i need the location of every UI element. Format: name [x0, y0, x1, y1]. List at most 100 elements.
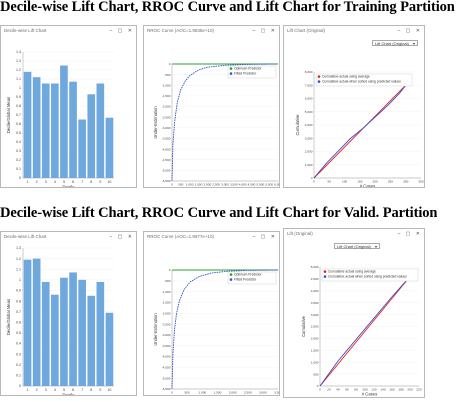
bar: [23, 71, 32, 178]
x-tick-label: 5: [63, 180, 65, 184]
series-line: [171, 269, 279, 390]
y-tick-label: 500: [313, 372, 318, 376]
validation-rroc-window[interactable]: RROC Curve (AOC=1.8977e+10) – ▢ ✕ 0 -500 -…: [143, 231, 280, 396]
legend-marker: [323, 275, 327, 278]
validation-lift-window[interactable]: Lift (Original) – ▢ ✕ Lift Chart (Origin…: [283, 228, 425, 398]
y-tick-label: -1,500: [162, 94, 171, 98]
y-axis-label: Under-Estimation: [153, 106, 158, 139]
bar: [87, 295, 96, 386]
x-tick-label: 7: [81, 180, 83, 184]
window-controls[interactable]: – ▢ ✕: [252, 28, 277, 34]
dropdown-value: Lift Chart (Original): [337, 244, 371, 249]
y-tick-label: 4,000: [305, 123, 313, 127]
y-tick-label: 0.6: [16, 122, 21, 126]
bar: [69, 81, 77, 178]
y-tick-label: -3,000: [162, 333, 171, 337]
y-tick-label: 0: [19, 176, 21, 180]
x-tick-label: 3,000: [221, 183, 229, 187]
heading-validation: Decile-wise Lift Chart, RROC Curve and L…: [0, 205, 438, 221]
y-axis-label: Cumulative: [301, 315, 306, 337]
x-tick-label: 2,500: [212, 183, 220, 187]
chevron-down-icon: ▾: [374, 244, 377, 249]
y-tick-label: 1.2: [16, 68, 21, 72]
x-tick-label: 4,500: [248, 183, 256, 187]
dropdown-value: Lift Chart (Original): [375, 41, 409, 46]
x-tick-label: 250: [388, 180, 393, 184]
chart-type-dropdown[interactable]: Lift Chart (Original) ▾: [334, 243, 380, 249]
training-rroc-window[interactable]: RROC Curve (AOC=1.9835e+10) – ▢ ✕ 0 -500 -…: [143, 25, 280, 188]
y-tick-label: 0: [19, 384, 21, 388]
window-controls[interactable]: – ▢ ✕: [109, 28, 134, 34]
y-tick-label: 2,000: [305, 150, 313, 154]
y-tick-label: 0.4: [16, 140, 21, 144]
y-tick-label: -2,500: [162, 322, 171, 326]
y-tick-label: 4,500: [311, 277, 319, 281]
x-tick-label: 4: [54, 388, 56, 392]
window-controls[interactable]: – ▢ ✕: [397, 28, 422, 34]
x-tick-label: 10: [107, 388, 111, 392]
legend-marker: [317, 75, 321, 78]
chart-type-dropdown[interactable]: Lift Chart (Original) ▾: [372, 40, 418, 46]
x-tick-label: 500: [178, 183, 183, 187]
y-tick-label: -2,500: [162, 115, 171, 119]
bar: [69, 272, 77, 386]
x-tick-label: 220: [416, 388, 421, 392]
bar: [23, 259, 32, 386]
y-tick-label: 0.2: [16, 363, 21, 367]
window-controls[interactable]: – ▢ ✕: [397, 231, 422, 237]
x-tick-label: 1: [27, 180, 29, 184]
bar: [105, 312, 114, 386]
training-decile-chart: 0 0.1 0.2 0.3 0.4 0.5 0.6 0.7 0.8 0.9 1 1.1 1.2 1.3 1.…: [6, 50, 114, 189]
y-tick-label: 0.4: [16, 342, 21, 346]
y-tick-label: -3,000: [162, 126, 171, 130]
legend-marker: [229, 72, 233, 75]
y-axis-label: Under-Estimation: [153, 313, 158, 346]
y-tick-label: 0.1: [16, 167, 21, 171]
heading-training: Decile-wise Lift Chart, RROC Curve and L…: [0, 0, 455, 15]
x-axis-label: Decile: [62, 185, 75, 189]
legend-box: [321, 268, 419, 282]
y-tick-label: 5,000: [311, 265, 319, 269]
plot: 0 -500 -1,000 -1,500 -2,000 -2,500 -3,000 -3,50…: [153, 62, 279, 187]
y-tick-label: 1.1: [16, 77, 21, 81]
legend-marker: [229, 273, 233, 276]
x-tick-label: 9: [99, 388, 101, 392]
y-tick-label: 0.7: [16, 310, 21, 314]
training-decile-window[interactable]: Decile-wise Lift Chart – ▢ ✕ 0 0.1 0.2 0.3 0…: [0, 25, 137, 188]
y-tick-label: -5,500: [162, 387, 171, 391]
y-tick-label: 0.2: [16, 158, 21, 162]
validation-decile-chart: 0 0.1 0.2 0.3 0.4 0.5 0.6 0.7 0.8 0.9 1 1.1 1.2 1.3 1 2…: [6, 246, 114, 395]
legend-label: Cumulative actual using average: [328, 270, 376, 274]
y-tick-label: 0: [169, 62, 171, 66]
y-tick-label: -500: [164, 73, 170, 77]
y-tick-label: 3,000: [305, 136, 313, 140]
bar: [41, 281, 50, 386]
x-tick-label: 0: [319, 388, 321, 392]
bar: [32, 258, 41, 386]
window-controls[interactable]: – ▢ ✕: [252, 234, 277, 240]
training-rroc-chart: 0 -500 -1,000 -1,500 -2,000 -2,500 -3,000 -3,50…: [153, 62, 279, 187]
training-lift-window[interactable]: Lift Chart (Original) – ▢ ✕ Lift Chart (…: [283, 25, 425, 188]
validation-rroc-chart: 0 -500 -1,000 -1,500 -2,000 -2,500 -3,000 -3,50…: [153, 268, 279, 397]
x-axis-label: Over-Estimation: [210, 395, 241, 397]
window-controls[interactable]: – ▢ ✕: [109, 234, 134, 240]
y-tick-label: 0: [311, 176, 313, 180]
y-tick-label: 1: [19, 86, 21, 90]
y-tick-label: 0.5: [16, 131, 21, 135]
y-tick-label: 4,000: [311, 289, 319, 293]
y-tick-label: 0: [169, 268, 171, 272]
plot: 0 -500 -1,000 -1,500 -2,000 -2,500 -3,000 -3,50…: [153, 268, 279, 397]
validation-decile-window[interactable]: Decile-wise Lift Chart – ▢ ✕ 0 0.1 0.2 0.3 0…: [0, 231, 137, 396]
x-tick-label: 3,500: [230, 183, 238, 187]
x-tick-label: 9: [99, 180, 101, 184]
y-axis-label: Decile/Global Mean: [6, 96, 11, 133]
y-tick-label: -500: [164, 279, 170, 283]
y-tick-label: 3,500: [311, 301, 319, 305]
window-title: Lift (Original): [287, 231, 313, 236]
x-tick-label: 2,000: [229, 391, 237, 395]
bar: [41, 83, 50, 178]
y-tick-label: 0.9: [16, 289, 21, 293]
x-tick-label: 40: [336, 388, 340, 392]
y-tick-label: -4,500: [162, 158, 171, 162]
y-tick-label: 2,500: [311, 325, 319, 329]
